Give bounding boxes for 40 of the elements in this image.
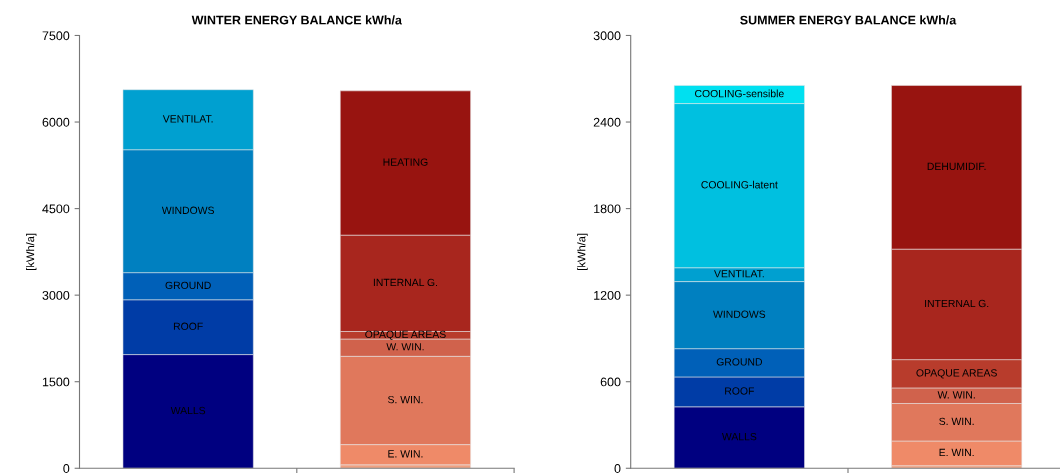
y-tick-label: 6000 <box>42 117 70 127</box>
series-label: VENTILAT. <box>714 270 764 278</box>
series-label: OPAQUE AREAS <box>916 369 997 379</box>
y-tick-label: 0 <box>614 464 621 473</box>
chart-title: SUMMER ENERGY BALANCE kWh/a <box>740 15 957 25</box>
series-label: INTERNAL G. <box>373 278 438 287</box>
y-axis-title: [kWh/a] <box>577 233 588 270</box>
series-label: INTERNAL G. <box>925 299 989 308</box>
series-label: WINDOWS <box>713 310 766 318</box>
series-label: GROUND <box>716 358 762 366</box>
series-label: S. WIN. <box>387 395 423 404</box>
series-label: ROOF <box>173 322 203 330</box>
chart-title: WINTER ENERGY BALANCE kWh/a <box>191 15 402 25</box>
y-tick-label: 0 <box>63 464 70 473</box>
series-label: OPAQUE AREAS <box>365 330 446 340</box>
series-label: HEATING <box>383 158 428 166</box>
series-label: COOLING-sensible <box>695 89 784 98</box>
series-label: W. WIN. <box>386 343 424 351</box>
series-label: GROUND <box>165 281 211 289</box>
y-tick-label: 1500 <box>42 377 70 387</box>
series-label: VENTILAT. <box>162 115 213 123</box>
y-tick-label: 600 <box>600 377 621 387</box>
series-label: E. WIN. <box>388 450 423 458</box>
series-label: WINDOWS <box>161 206 214 214</box>
series-label: E. WIN. <box>939 448 974 457</box>
series-label: DEHUMIDIF. <box>927 162 986 171</box>
y-tick-label: 2400 <box>593 117 621 127</box>
series-label: W. WIN. <box>937 391 975 399</box>
series-label: COOLING-latent <box>701 180 778 189</box>
series-label: WALLS <box>721 432 757 441</box>
y-axis-title: [kWh/a] <box>26 233 37 270</box>
y-tick-label: 7500 <box>42 31 70 41</box>
series-label: ROOF <box>725 387 754 395</box>
y-tick-label: 3000 <box>593 31 621 41</box>
y-tick-label: 3000 <box>42 290 70 300</box>
y-tick-label: 1200 <box>594 290 621 300</box>
series-label: WALLS <box>170 406 206 415</box>
y-tick-label: 4500 <box>42 204 70 214</box>
series-label: S. WIN. <box>939 417 974 426</box>
y-tick-label: 1800 <box>594 204 621 214</box>
